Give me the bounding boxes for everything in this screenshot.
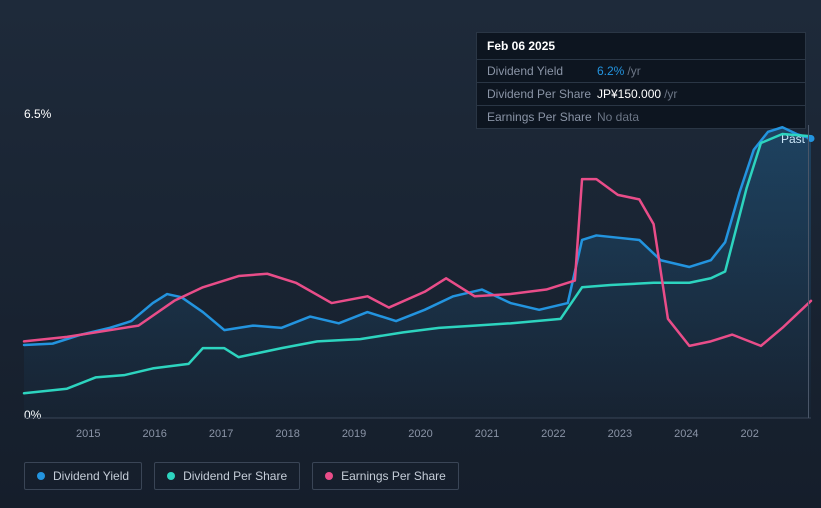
legend: Dividend Yield Dividend Per Share Earnings… — [24, 462, 459, 490]
tooltip: Feb 06 2025 Dividend Yield6.2%/yrDividen… — [476, 32, 806, 129]
x-tick: 2018 — [275, 428, 299, 440]
x-tick: 2019 — [342, 428, 366, 440]
legend-label: Dividend Per Share — [183, 469, 287, 483]
x-axis: 2015 2016 2017 2018 2019 2020 2021 2022 2023 2024… — [24, 428, 811, 440]
tooltip-value: 6.2% — [597, 64, 624, 78]
x-tick: 2024 — [674, 428, 698, 440]
legend-dot-icon — [167, 472, 175, 480]
plot-area[interactable] — [24, 125, 811, 418]
legend-item[interactable]: Dividend Per Share — [154, 462, 300, 490]
tooltip-value: JP¥150.000 — [597, 87, 661, 101]
tooltip-date: Feb 06 2025 — [477, 33, 805, 60]
x-tick: 2020 — [408, 428, 432, 440]
x-tick: 202 — [741, 428, 759, 440]
legend-dot-icon — [325, 472, 333, 480]
legend-item[interactable]: Dividend Yield — [24, 462, 142, 490]
legend-label: Dividend Yield — [53, 469, 129, 483]
crosshair-line — [808, 125, 809, 418]
x-tick: 2016 — [142, 428, 166, 440]
legend-item[interactable]: Earnings Per Share — [312, 462, 459, 490]
x-tick: 2021 — [475, 428, 499, 440]
tooltip-unit: /yr — [664, 87, 677, 101]
x-tick: 2022 — [541, 428, 565, 440]
chart-container: Feb 06 2025 Dividend Yield6.2%/yrDividen… — [0, 0, 821, 508]
legend-dot-icon — [37, 472, 45, 480]
x-tick: 2015 — [76, 428, 100, 440]
legend-label: Earnings Per Share — [341, 469, 446, 483]
tooltip-unit: /yr — [627, 64, 640, 78]
tooltip-label: Dividend Yield — [487, 64, 597, 78]
tooltip-label: Dividend Per Share — [487, 87, 597, 101]
tooltip-nodata: No data — [597, 110, 639, 124]
x-tick: 2017 — [209, 428, 233, 440]
y-axis-max-label: 6.5% — [24, 107, 51, 121]
x-tick: 2023 — [608, 428, 632, 440]
tooltip-row: Dividend Yield6.2%/yr — [477, 60, 805, 83]
tooltip-label: Earnings Per Share — [487, 110, 597, 124]
tooltip-row: Dividend Per ShareJP¥150.000/yr — [477, 83, 805, 106]
chart-svg — [24, 125, 811, 418]
